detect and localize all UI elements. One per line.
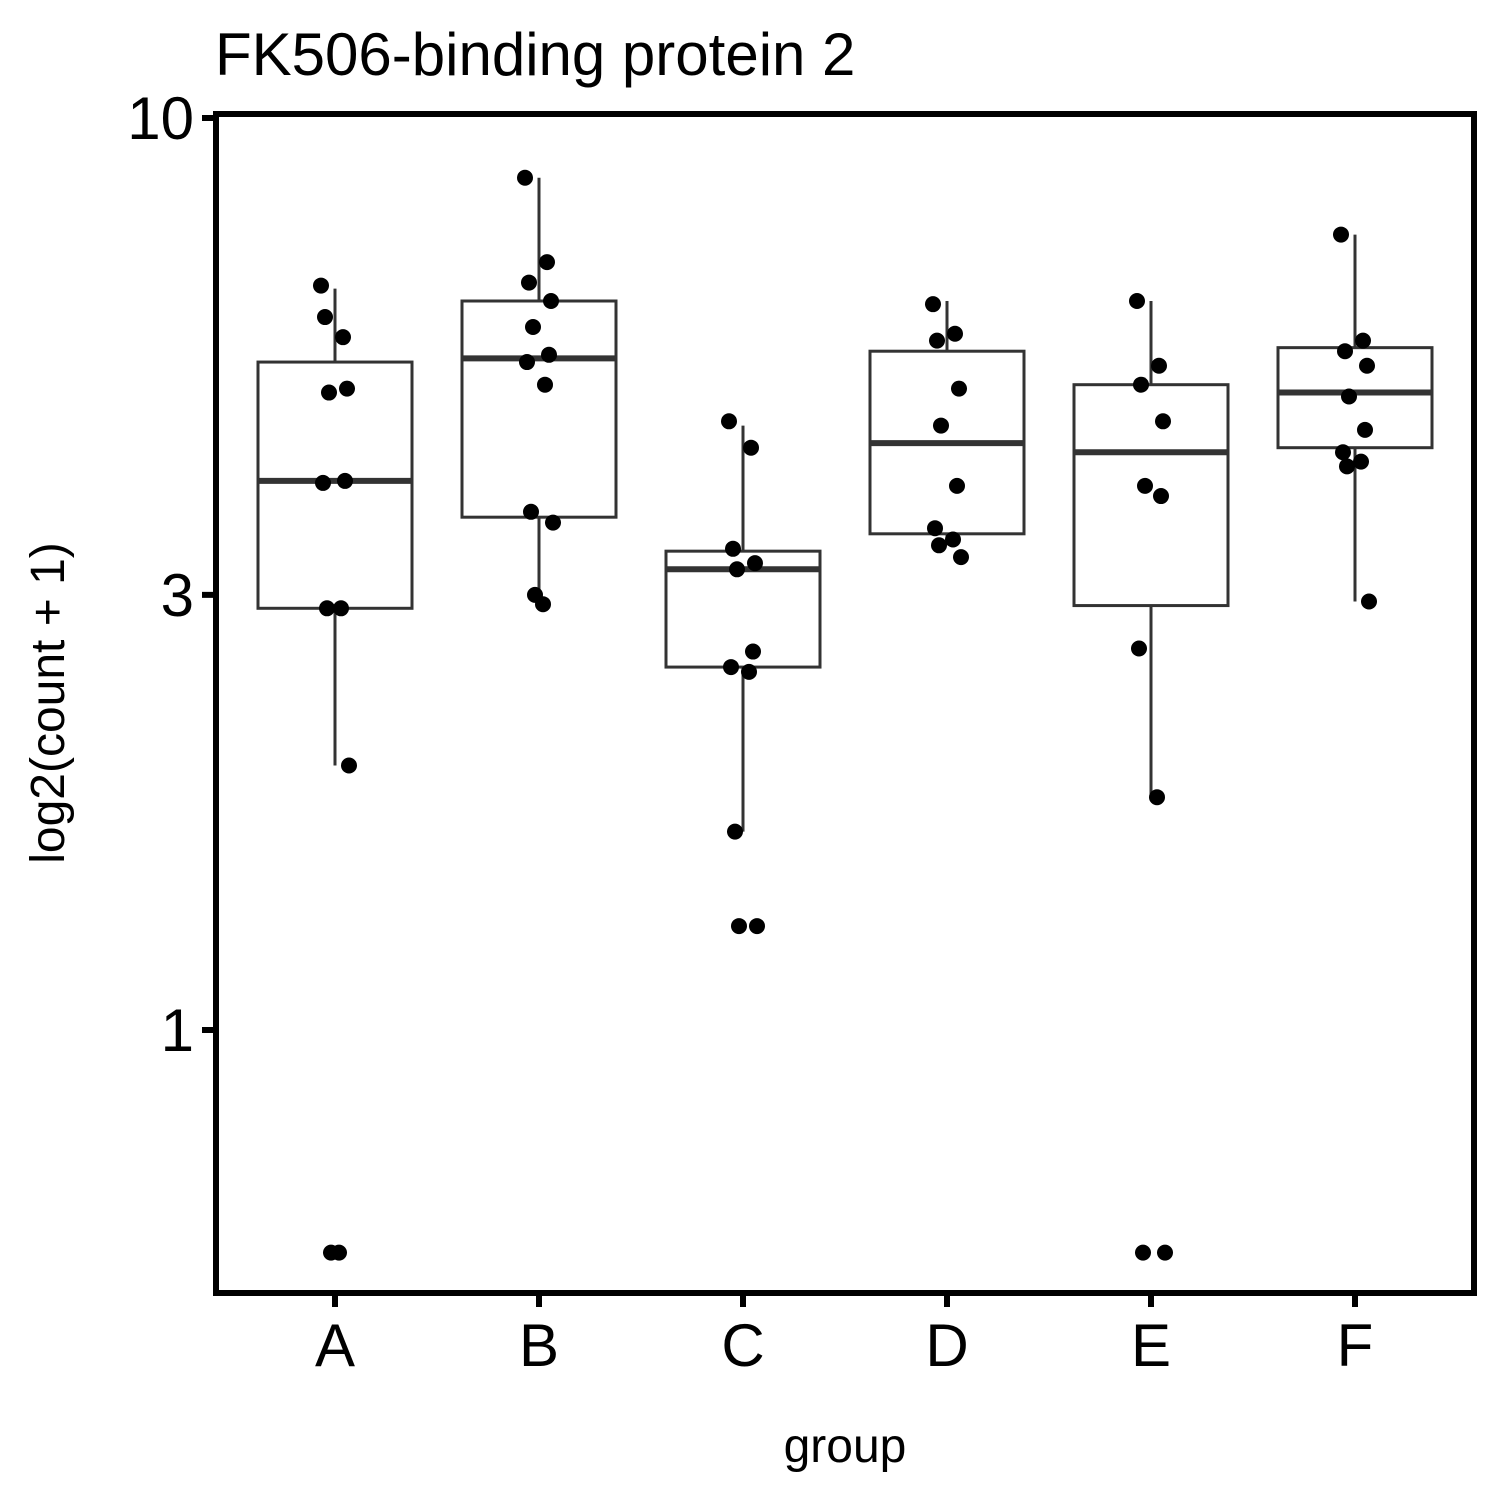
points-group-a	[313, 277, 357, 1261]
data-point	[519, 354, 535, 371]
data-point	[931, 537, 947, 554]
y-tick-label: 1	[161, 997, 194, 1064]
plot-area	[256, 169, 1434, 1261]
y-tick-label: 10	[127, 85, 194, 152]
data-point	[521, 274, 537, 291]
data-point	[741, 663, 757, 680]
box	[256, 360, 414, 610]
data-point	[317, 309, 333, 326]
data-point	[721, 413, 737, 430]
points-group-e	[1129, 293, 1173, 1261]
points-group-c	[721, 413, 765, 935]
box-group-d	[868, 301, 1026, 546]
data-point	[1359, 357, 1375, 374]
data-point	[1357, 421, 1373, 438]
y-axis: 1 3 10	[127, 85, 216, 1064]
box-group-f	[1276, 234, 1434, 602]
data-point	[523, 503, 539, 520]
data-point	[543, 293, 559, 310]
data-point	[319, 600, 335, 617]
data-point	[1333, 226, 1349, 243]
data-point	[537, 376, 553, 393]
data-point	[949, 477, 965, 494]
data-point	[925, 296, 941, 313]
x-tick-label: E	[1131, 1312, 1171, 1379]
data-point	[725, 540, 741, 557]
box-group-e	[1072, 301, 1230, 798]
data-point	[729, 561, 745, 578]
data-point	[731, 918, 747, 935]
box	[1072, 383, 1230, 608]
data-point	[333, 600, 349, 617]
data-point	[747, 555, 763, 572]
data-point	[951, 380, 967, 397]
points-group-b	[517, 169, 561, 613]
data-point	[1151, 357, 1167, 374]
data-point	[727, 823, 743, 840]
x-tick-label: B	[519, 1312, 559, 1379]
x-tick-label: D	[925, 1312, 968, 1379]
data-point	[337, 472, 353, 489]
data-point	[1137, 477, 1153, 494]
y-tick-label: 3	[161, 562, 194, 629]
data-point	[315, 474, 331, 491]
data-point	[1129, 293, 1145, 310]
data-point	[1337, 343, 1353, 360]
data-point	[743, 439, 759, 456]
points-group-d	[925, 296, 969, 566]
data-point	[929, 332, 945, 349]
data-point	[745, 643, 761, 660]
data-point	[1153, 488, 1169, 505]
data-point	[321, 384, 337, 401]
x-tick-label: F	[1337, 1312, 1374, 1379]
y-axis-title: log2(count + 1)	[22, 542, 75, 864]
plot-panel-border	[213, 111, 1477, 1296]
box-group-c	[664, 425, 822, 832]
box-group-a	[256, 288, 414, 766]
points-group-f	[1333, 226, 1377, 610]
data-point	[1361, 593, 1377, 610]
data-point	[335, 329, 351, 346]
x-axis: A B C D E F	[315, 1293, 1373, 1379]
data-point	[947, 325, 963, 342]
data-point	[545, 514, 561, 531]
data-point	[339, 380, 355, 397]
data-point	[535, 596, 551, 613]
x-axis-title: group	[784, 1420, 907, 1473]
x-tick-label: C	[721, 1312, 764, 1379]
box	[460, 299, 618, 519]
data-point	[927, 520, 943, 537]
data-point	[517, 169, 533, 186]
data-point	[933, 417, 949, 434]
data-point	[1353, 453, 1369, 470]
data-point	[1149, 789, 1165, 806]
x-tick-label: A	[315, 1312, 355, 1379]
box-group-b	[460, 177, 618, 602]
data-point	[1339, 458, 1355, 475]
data-point	[539, 254, 555, 271]
data-point	[1341, 388, 1357, 405]
data-point	[541, 346, 557, 363]
data-point	[1135, 1244, 1151, 1261]
data-point	[1131, 640, 1147, 657]
data-point	[1157, 1244, 1173, 1261]
data-point	[1133, 376, 1149, 393]
data-point	[1335, 444, 1351, 461]
data-point	[1155, 413, 1171, 430]
data-point	[331, 1244, 347, 1261]
data-point	[341, 757, 357, 774]
chart-title: FK506-binding protein 2	[215, 21, 855, 88]
data-point	[723, 659, 739, 676]
data-point	[525, 318, 541, 335]
data-point	[313, 277, 329, 294]
data-point	[1355, 332, 1371, 349]
data-point	[953, 549, 969, 566]
data-point	[945, 531, 961, 548]
data-point	[749, 918, 765, 935]
